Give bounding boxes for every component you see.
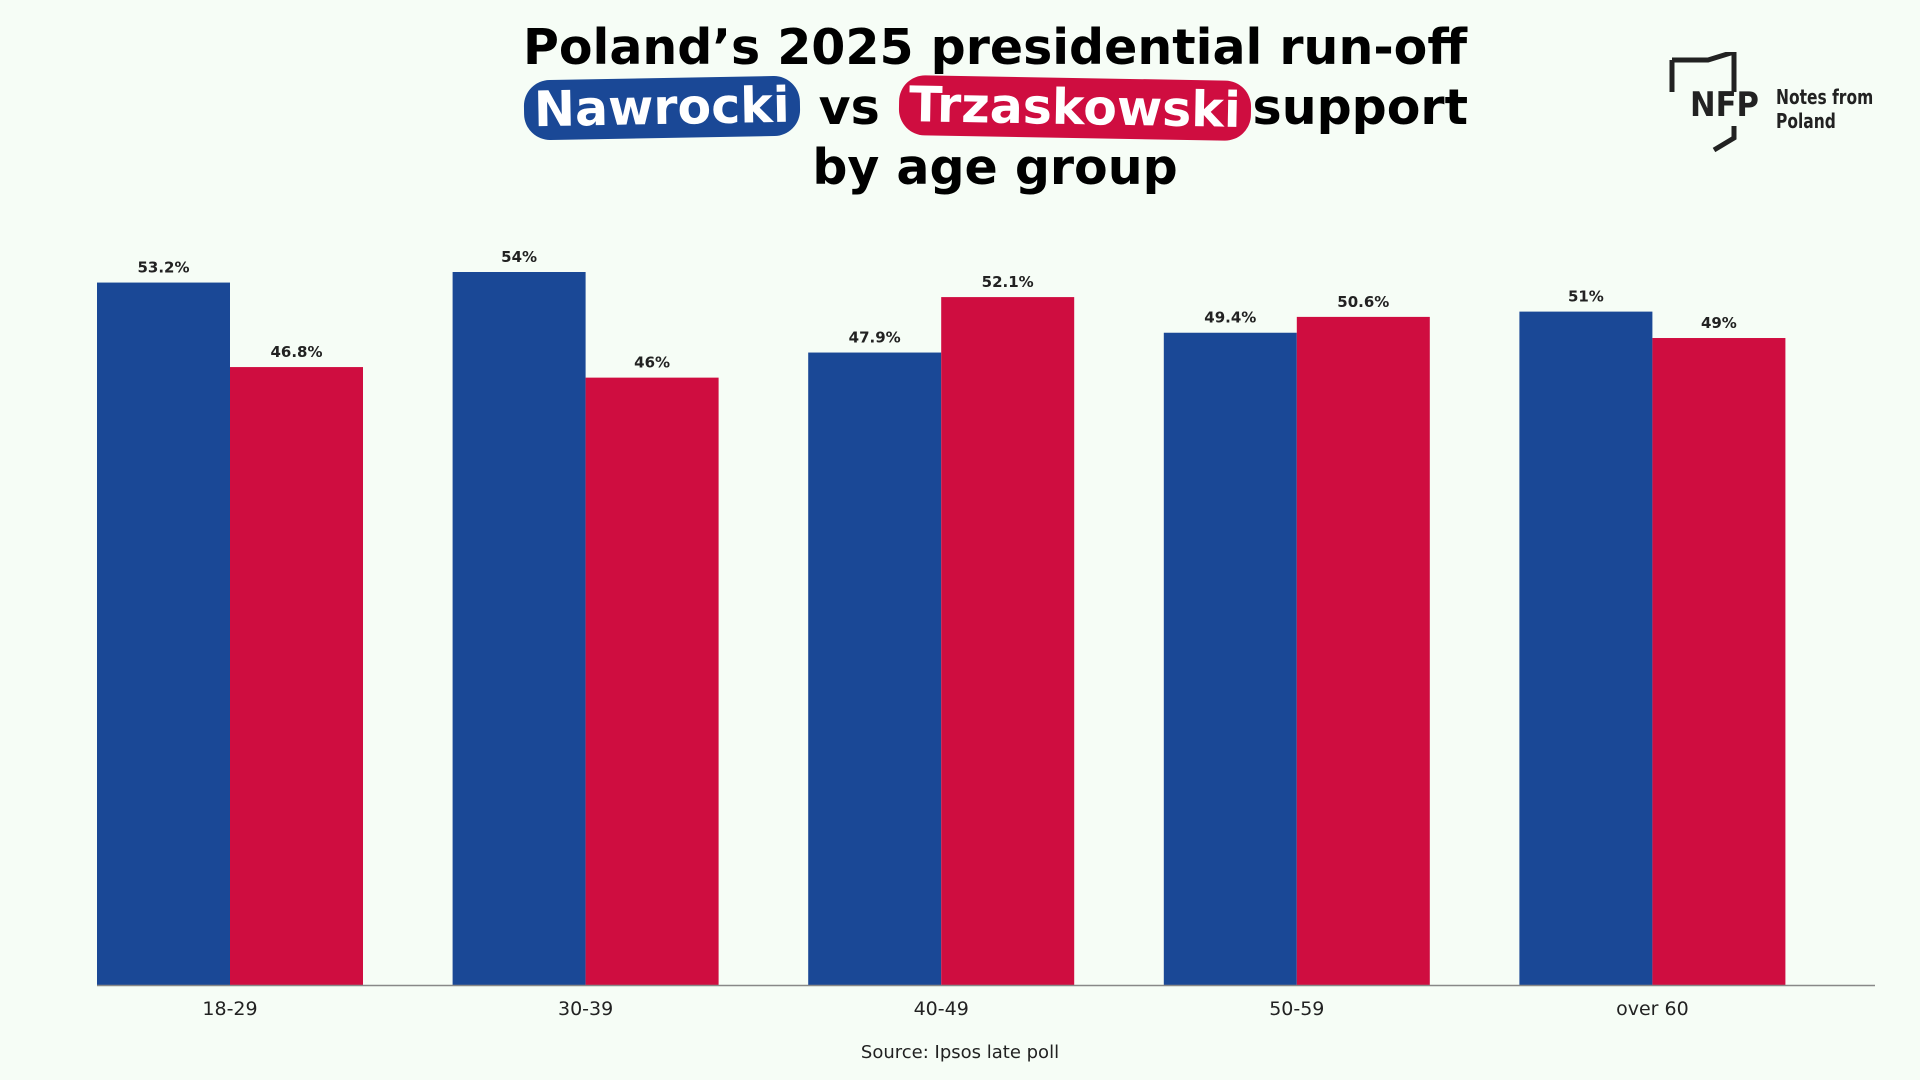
bar-nawrocki-3 [1163,332,1297,985]
bar-nawrocki-4 [1519,311,1653,986]
source-note: Source: Ipsos late poll [860,1042,1060,1063]
bar-trzaskowski-3 [1296,316,1430,985]
chart-title: Poland’s 2025 presidential run-off Nawro… [0,18,1920,198]
bar-trzaskowski-4 [1652,338,1786,985]
bar-nawrocki-1 [452,272,586,985]
title-line-2: Nawrocki vs Trzaskowski support [0,74,1920,142]
nfp-logo-icon: NFP [1669,52,1759,153]
logo-mark: NFP [1690,85,1759,125]
bar-trzaskowski-0 [230,367,363,986]
data-label-trzaskowski-1: 46% [634,354,670,372]
title-support: support [1252,79,1468,136]
bar-nawrocki-2 [808,352,942,985]
data-label-nawrocki-1: 54% [501,248,537,266]
data-label-nawrocki-3: 49.4% [1204,309,1256,327]
x-tick-label-3: 50-59 [1269,998,1324,1020]
data-label-nawrocki-2: 47.9% [849,329,901,347]
title-line-3: by age group [812,139,1178,196]
data-label-trzaskowski-3: 50.6% [1337,293,1389,311]
title-line-1: Poland’s 2025 presidential run-off [522,19,1468,76]
x-tick-label-1: 30-39 [558,998,613,1020]
logo-wordmark: Notes from Poland [1776,85,1896,133]
data-label-trzaskowski-4: 49% [1701,314,1737,332]
bar-chart: 53.2% 46.8% 18-29 54% 46% 30-39 47.9% 52.1% 40-4… [97,248,1875,1020]
logo-line-1: Notes from [1776,85,1874,109]
bar-trzaskowski-2 [941,297,1075,985]
data-label-trzaskowski-2: 52.1% [982,273,1034,291]
x-tick-label-4: over 60 [1616,998,1689,1020]
data-label-trzaskowski-0: 46.8% [270,343,322,361]
bar-trzaskowski-1 [585,377,719,985]
x-tick-label-2: 40-49 [914,998,969,1020]
title-vs: vs [818,79,880,136]
logo-line-2: Poland [1776,109,1836,133]
bar-nawrocki-0 [97,282,230,985]
data-label-nawrocki-4: 51% [1568,288,1604,306]
data-label-nawrocki-0: 53.2% [137,259,189,277]
x-tick-label-0: 18-29 [202,998,257,1020]
